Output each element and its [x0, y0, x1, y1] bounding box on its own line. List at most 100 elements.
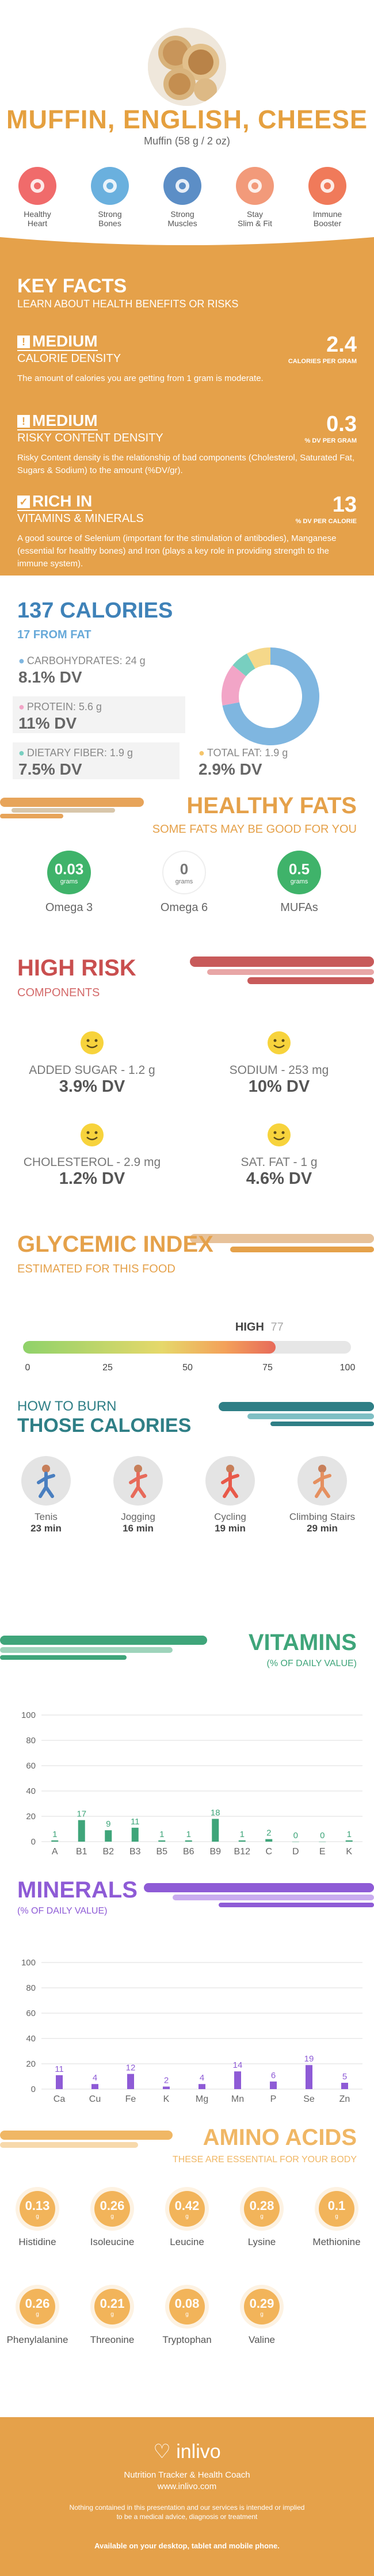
fat-item: 0 grams Omega 6: [144, 851, 224, 914]
key-fact: ✓ RICH IN VITAMINS & MINERALS 13% DV PER CA…: [17, 493, 357, 570]
bar: [212, 1819, 219, 1842]
fat-unit: grams: [290, 878, 308, 885]
high-risk-subtitle: COMPONENTS: [17, 986, 100, 999]
brand-name: inlivo: [176, 2441, 221, 2463]
bar-value-label: 0: [320, 1831, 325, 1840]
risk-item: CHOLESTEROL - 2.9 mg 1.2% DV: [6, 1122, 178, 1188]
nutrient-item: DIETARY FIBER: 1.9 g7.5% DV: [13, 742, 180, 779]
bar: [185, 1840, 192, 1842]
x-tick-label: P: [270, 2094, 277, 2104]
x-tick-label: C: [265, 1847, 272, 1857]
activity-name: Jogging: [121, 1511, 155, 1522]
bar: [91, 2084, 98, 2089]
x-tick-label: Fe: [125, 2094, 136, 2104]
high-risk-section: HIGH RISK COMPONENTS ADDED SUGAR - 1.2 g…: [0, 944, 374, 1220]
glycemic-marker: HIGH 77: [235, 1321, 284, 1334]
bar: [306, 2065, 312, 2089]
fact-level: ! MEDIUM: [17, 412, 98, 430]
amino-unit: g: [260, 2311, 264, 2318]
risk-item: SODIUM - 253 mg 10% DV: [193, 1030, 365, 1096]
bar-value-label: 6: [271, 2071, 276, 2080]
bar: [56, 2075, 63, 2089]
amino-unit: g: [185, 2213, 189, 2220]
bar: [341, 2083, 348, 2089]
warning-icon: !: [17, 415, 30, 428]
y-tick-label: 100: [21, 1958, 36, 1968]
x-tick-label: B12: [234, 1847, 251, 1857]
amino-unit: g: [36, 2311, 39, 2318]
high-risk-title: HIGH RISK: [17, 955, 136, 981]
fact-level: ! MEDIUM: [17, 333, 98, 351]
x-tick-label: B6: [183, 1847, 194, 1857]
bar: [199, 2084, 205, 2089]
fat-name: MUFAs: [280, 901, 318, 914]
amino-name: Tryptophan: [162, 2334, 212, 2345]
donut-slice: [222, 665, 246, 706]
decorative-stripes: [190, 957, 374, 984]
activity-name: Cycling: [214, 1511, 246, 1522]
amino-bubble-inner: 0.26 g: [20, 2289, 55, 2325]
amino-value: 0.42: [174, 2198, 200, 2213]
bar-value-label: 18: [211, 1808, 220, 1817]
amino-bubble-inner: 0.21 g: [94, 2289, 130, 2325]
y-tick-label: 80: [26, 1736, 36, 1746]
risk-item: ADDED SUGAR - 1.2 g 3.9% DV: [6, 1030, 178, 1096]
benefit-label: Strong Muscles: [167, 209, 197, 228]
fact-value: 2.4: [326, 333, 357, 357]
nutrient-item: TOTAL FAT: 1.9 g2.9% DV: [193, 742, 360, 779]
benefit-label: Stay Slim & Fit: [238, 209, 272, 228]
amino-bubble: 0.13 g: [16, 2187, 59, 2231]
amino-item: 0.13 g Histidine: [0, 2187, 75, 2248]
food-image: [148, 28, 226, 106]
bar-value-label: 4: [93, 2073, 97, 2083]
nutrient-name: DIETARY FIBER: 1.9 g: [18, 747, 180, 759]
calories-from-fat: 17 FROM FAT: [17, 628, 91, 641]
y-tick-label: 80: [26, 1983, 36, 1993]
fat-bubble: 0.5 grams: [277, 851, 321, 894]
y-tick-label: 0: [31, 1837, 36, 1847]
footer-available: Available on your desktop, tablet and mo…: [94, 2541, 280, 2550]
thumbs-up-icon: ✓: [17, 496, 30, 508]
benefit-item: Strong Bones: [84, 167, 136, 228]
nutrient-dv: 7.5% DV: [18, 760, 82, 778]
glycemic-value: 77: [270, 1321, 284, 1333]
nutrient-name: PROTEIN: 5.6 g: [18, 701, 185, 713]
footer-disclaimer-2: to be a medical advice, diagnosis or tre…: [116, 2513, 258, 2521]
bar: [345, 1840, 353, 1842]
benefit-item: Stay Slim & Fit: [229, 167, 281, 228]
amino-item: 0.29 g Valine: [224, 2285, 299, 2346]
risk-dv: 3.9% DV: [59, 1077, 125, 1096]
vitamins-bar-chart: 1008060402001A17B19B211B31B51B618B91B122…: [21, 1710, 362, 1857]
decorative-stripes: [0, 2131, 173, 2148]
footer: ♡ inlivo Nutrition Tracker & Health Coac…: [0, 2417, 374, 2576]
activity-item: Cycling 19 min: [187, 1456, 273, 1534]
y-tick-label: 20: [26, 1812, 36, 1822]
fact-description: The amount of calories you are getting f…: [17, 374, 264, 383]
smiley-face-icon: [266, 1030, 292, 1055]
benefit-label: Strong Bones: [98, 209, 122, 228]
amino-subtitle: THESE ARE ESSENTIAL FOR YOUR BODY: [172, 2155, 357, 2165]
bar: [131, 1827, 139, 1842]
amino-bubble: 0.42 g: [165, 2187, 209, 2231]
x-tick-label: A: [52, 1847, 58, 1857]
serving-size: Muffin (58 g / 2 oz): [144, 135, 230, 147]
amino-bubble: 0.1 g: [315, 2187, 358, 2231]
activity-time: 29 min: [307, 1523, 338, 1534]
bar: [51, 1840, 59, 1842]
heart-icon: [18, 167, 56, 205]
minerals-section: MINERALS (% OF DAILY VALUE) 100 80 60 40 20 0…: [0, 1870, 374, 2118]
benefit-item: Immune Booster: [302, 167, 353, 228]
footer-url[interactable]: www.inlivo.com: [157, 2482, 217, 2491]
brand-logo[interactable]: ♡ inlivo: [0, 2440, 374, 2463]
fat-unit: grams: [175, 878, 193, 885]
benefit-label: Immune Booster: [312, 209, 342, 228]
bar-value-label: 1: [240, 1830, 245, 1839]
fat-value: 0: [180, 860, 189, 878]
amino-value: 0.29: [249, 2296, 274, 2311]
burn-title: THOSE CALORIES: [17, 1415, 192, 1436]
x-tick-label: Mg: [196, 2094, 208, 2104]
amino-unit: g: [185, 2311, 189, 2318]
amino-bubble-inner: 0.26 g: [94, 2191, 130, 2227]
bar: [127, 2074, 134, 2089]
amino-bubble-inner: 0.08 g: [169, 2289, 205, 2325]
